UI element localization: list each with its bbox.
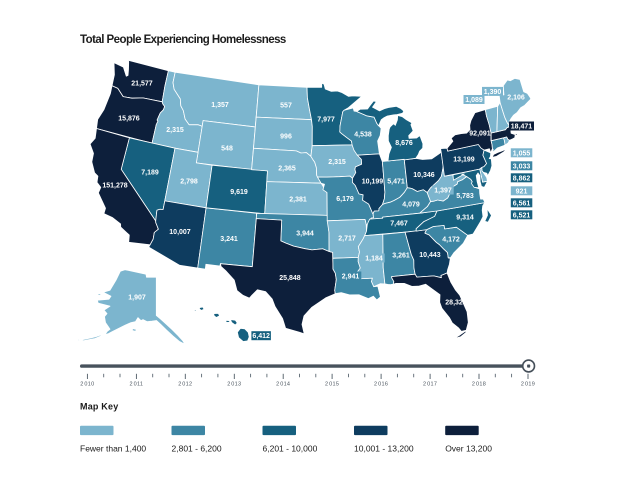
svg-text:2 011: 2 011 [130, 381, 144, 387]
svg-text:996: 996 [280, 134, 292, 141]
svg-text:4,172: 4,172 [442, 237, 460, 244]
svg-text:1,055: 1,055 [513, 150, 531, 157]
svg-text:18,471: 18,471 [511, 124, 533, 131]
svg-text:8,862: 8,862 [513, 175, 531, 182]
svg-text:2 013: 2 013 [227, 381, 241, 387]
svg-text:2 014: 2 014 [276, 381, 290, 387]
svg-text:6,179: 6,179 [336, 196, 354, 203]
svg-text:2,106: 2,106 [507, 94, 525, 101]
svg-text:7,467: 7,467 [390, 221, 408, 228]
svg-text:5,471: 5,471 [387, 179, 405, 186]
svg-text:2 017: 2 017 [423, 381, 437, 387]
svg-text:10,199: 10,199 [362, 179, 384, 186]
svg-text:7,977: 7,977 [317, 117, 335, 124]
svg-text:2,717: 2,717 [338, 236, 356, 243]
svg-text:Fewer than 1,400: Fewer than 1,400 [80, 444, 146, 454]
svg-text:Over 13,200: Over 13,200 [445, 444, 492, 454]
svg-text:4,538: 4,538 [354, 132, 372, 139]
svg-text:21,577: 21,577 [131, 81, 153, 88]
svg-text:6,201 - 10,000: 6,201 - 10,000 [263, 444, 318, 454]
svg-text:548: 548 [221, 146, 233, 153]
svg-text:2 012: 2 012 [178, 381, 192, 387]
svg-text:151,278: 151,278 [102, 183, 127, 190]
svg-text:1,184: 1,184 [365, 256, 383, 263]
svg-text:92,091: 92,091 [469, 131, 491, 138]
svg-text:2,315: 2,315 [328, 159, 346, 166]
svg-text:2 015: 2 015 [325, 381, 339, 387]
svg-text:8,676: 8,676 [395, 140, 413, 147]
svg-text:1,907: 1,907 [128, 295, 146, 302]
svg-text:557: 557 [280, 103, 292, 110]
svg-text:9,619: 9,619 [230, 189, 248, 196]
svg-text:Total People Experiencing Home: Total People Experiencing Homelessness [80, 34, 286, 46]
svg-text:2 016: 2 016 [374, 381, 388, 387]
svg-text:2,798: 2,798 [180, 179, 198, 186]
svg-text:2 018: 2 018 [472, 381, 486, 387]
svg-text:2,801 - 6,200: 2,801 - 6,200 [172, 444, 222, 454]
svg-text:3,944: 3,944 [296, 231, 314, 238]
svg-text:2 010: 2 010 [80, 381, 94, 387]
svg-text:1,390: 1,390 [484, 89, 502, 96]
svg-text:7,189: 7,189 [141, 170, 159, 177]
svg-text:9,314: 9,314 [456, 215, 474, 222]
svg-text:Map Key: Map Key [80, 402, 118, 412]
svg-text:3,261: 3,261 [392, 253, 410, 260]
svg-text:2 019: 2 019 [521, 381, 535, 387]
svg-text:6,412: 6,412 [252, 333, 270, 340]
svg-text:3,241: 3,241 [220, 236, 238, 243]
svg-text:10,007: 10,007 [169, 229, 191, 236]
svg-text:6,561: 6,561 [513, 200, 531, 207]
svg-text:10,001 - 13,200: 10,001 - 13,200 [354, 444, 414, 454]
svg-text:10,346: 10,346 [413, 172, 435, 179]
svg-text:5,783: 5,783 [456, 193, 474, 200]
svg-text:10,443: 10,443 [419, 252, 441, 259]
svg-text:2,381: 2,381 [289, 197, 307, 204]
svg-text:15,876: 15,876 [118, 116, 140, 123]
svg-text:6,521: 6,521 [513, 212, 531, 219]
svg-text:28,328: 28,328 [445, 300, 467, 307]
svg-text:1,397: 1,397 [434, 188, 452, 195]
svg-text:2,365: 2,365 [278, 166, 296, 173]
svg-text:2,315: 2,315 [166, 127, 184, 134]
svg-text:921: 921 [516, 188, 528, 195]
svg-text:3,033: 3,033 [513, 163, 531, 170]
svg-text:1,357: 1,357 [211, 102, 229, 109]
svg-text:13,199: 13,199 [453, 157, 475, 164]
svg-text:1,089: 1,089 [465, 97, 483, 104]
svg-text:4,079: 4,079 [402, 202, 420, 209]
svg-text:2,941: 2,941 [342, 274, 360, 281]
svg-text:25,848: 25,848 [279, 275, 301, 282]
